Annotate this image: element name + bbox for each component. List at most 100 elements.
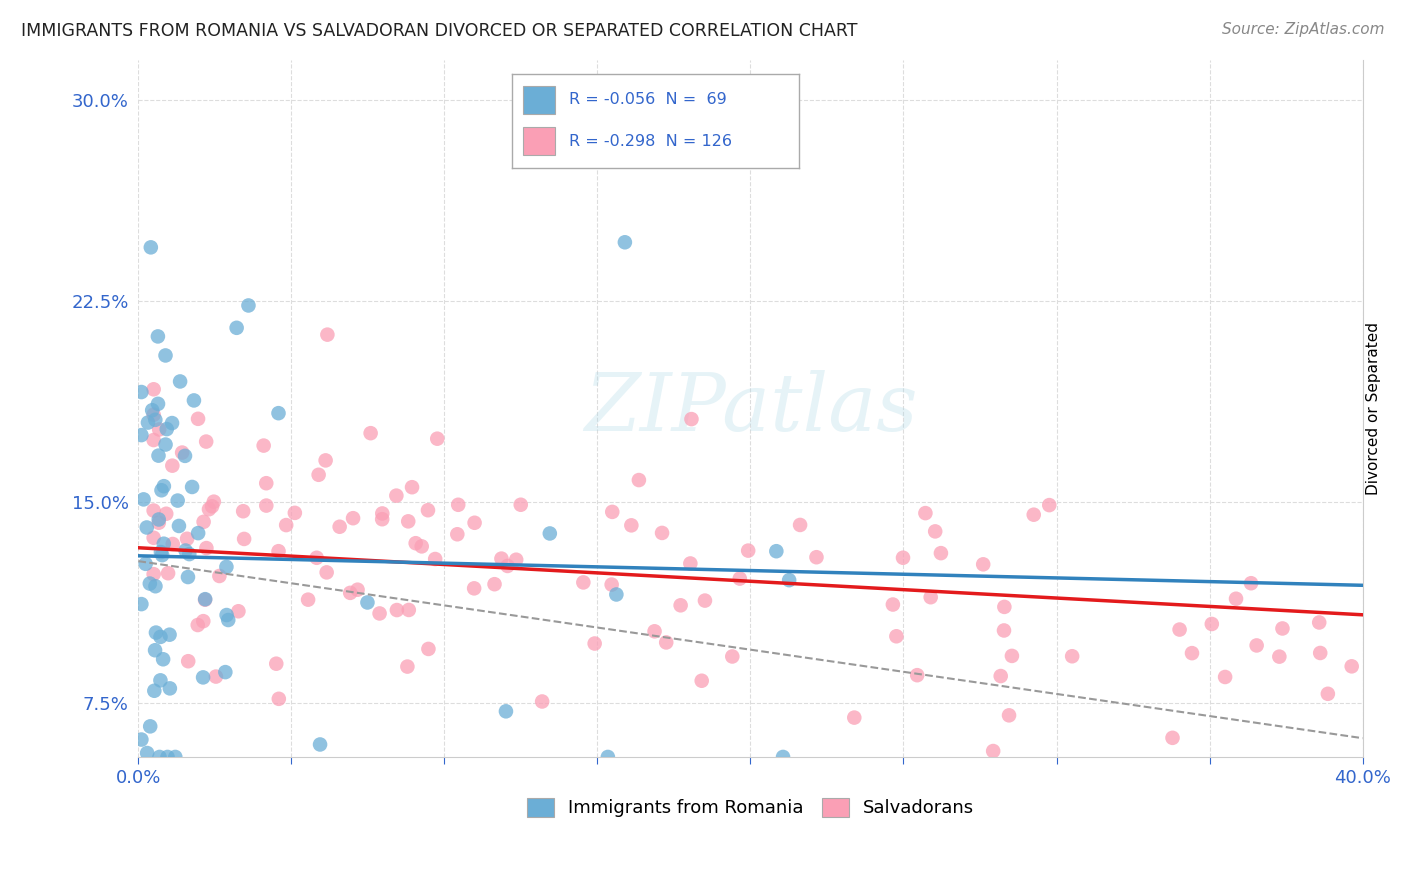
- Point: [233, 532, 256, 546]
- Point: [446, 527, 468, 541]
- Point: [396, 514, 419, 528]
- Point: [778, 573, 800, 587]
- Point: [929, 546, 952, 560]
- Point: [342, 511, 364, 525]
- Point: [179, 547, 201, 561]
- Point: [153, 479, 176, 493]
- Point: [914, 506, 936, 520]
- Point: [920, 591, 942, 605]
- Point: [267, 544, 290, 558]
- Point: [371, 507, 394, 521]
- Point: [613, 235, 636, 250]
- Point: [398, 603, 420, 617]
- Point: [316, 327, 339, 342]
- Point: [721, 649, 744, 664]
- Point: [215, 608, 238, 623]
- Point: [155, 348, 177, 362]
- Point: [605, 587, 627, 601]
- Point: [1181, 646, 1204, 660]
- Point: [198, 502, 221, 516]
- Point: [886, 629, 908, 643]
- Point: [136, 416, 159, 430]
- Point: [142, 567, 165, 582]
- Point: [924, 524, 946, 539]
- Point: [131, 385, 153, 400]
- Point: [509, 498, 531, 512]
- Point: [385, 489, 408, 503]
- Point: [891, 550, 914, 565]
- Point: [136, 746, 159, 760]
- Point: [205, 669, 228, 683]
- Point: [193, 614, 215, 628]
- Point: [1309, 646, 1331, 660]
- Point: [538, 526, 561, 541]
- Point: [149, 630, 172, 644]
- Point: [728, 572, 751, 586]
- Point: [315, 566, 337, 580]
- Point: [305, 550, 328, 565]
- Point: [228, 604, 250, 618]
- Point: [447, 498, 470, 512]
- Point: [679, 557, 702, 571]
- Point: [193, 515, 215, 529]
- Point: [627, 473, 650, 487]
- Point: [187, 526, 209, 541]
- Point: [981, 744, 1004, 758]
- Point: [484, 577, 506, 591]
- Point: [425, 552, 447, 566]
- Point: [596, 750, 619, 764]
- Point: [1246, 639, 1268, 653]
- Point: [156, 750, 179, 764]
- Point: [142, 408, 165, 422]
- Point: [620, 518, 643, 533]
- Point: [177, 570, 200, 584]
- Point: [191, 670, 214, 684]
- Point: [418, 641, 440, 656]
- Point: [264, 657, 287, 671]
- Point: [238, 298, 260, 312]
- Point: [772, 750, 794, 764]
- Point: [146, 397, 169, 411]
- Point: [416, 503, 439, 517]
- Point: [148, 516, 170, 530]
- Point: [195, 541, 218, 555]
- Point: [496, 558, 519, 573]
- Point: [737, 543, 759, 558]
- Point: [405, 536, 427, 550]
- Point: [181, 480, 204, 494]
- Point: [308, 467, 330, 482]
- Point: [156, 422, 179, 436]
- Point: [1271, 622, 1294, 636]
- Point: [143, 683, 166, 698]
- Point: [993, 624, 1015, 638]
- Point: [385, 603, 408, 617]
- Point: [146, 329, 169, 343]
- Point: [149, 673, 172, 688]
- Point: [135, 520, 157, 534]
- Y-axis label: Divorced or Separated: Divorced or Separated: [1367, 322, 1381, 495]
- Point: [142, 382, 165, 396]
- Point: [254, 499, 277, 513]
- Point: [159, 681, 181, 696]
- Point: [284, 506, 307, 520]
- Point: [176, 532, 198, 546]
- Point: [149, 545, 172, 559]
- Point: [162, 537, 184, 551]
- Point: [1316, 687, 1339, 701]
- Point: [267, 406, 290, 420]
- Point: [141, 403, 163, 417]
- Point: [201, 500, 224, 514]
- Point: [1001, 648, 1024, 663]
- Point: [426, 432, 449, 446]
- Point: [693, 593, 716, 607]
- Point: [194, 592, 217, 607]
- Point: [644, 624, 666, 639]
- Point: [142, 433, 165, 447]
- Point: [505, 552, 527, 566]
- Text: Source: ZipAtlas.com: Source: ZipAtlas.com: [1222, 22, 1385, 37]
- Point: [155, 437, 177, 451]
- Point: [463, 582, 485, 596]
- Point: [681, 412, 703, 426]
- Point: [669, 599, 692, 613]
- Point: [396, 659, 419, 673]
